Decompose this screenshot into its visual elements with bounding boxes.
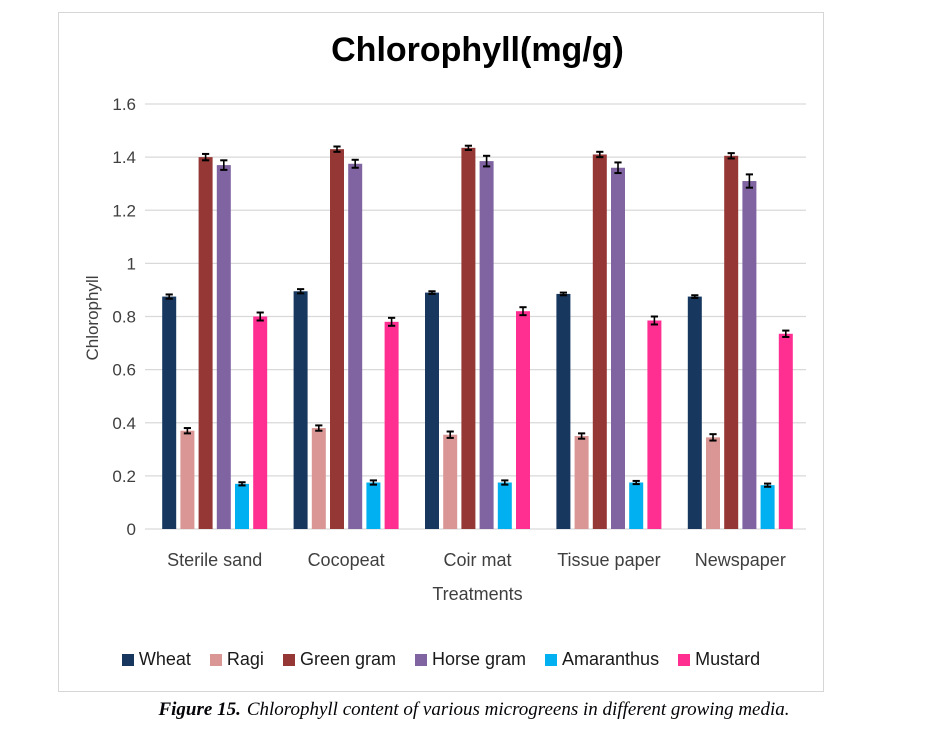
bar-wheat-coir-mat <box>425 292 439 529</box>
x-axis-title: Treatments <box>432 584 523 604</box>
bar-mustard-cocopeat <box>384 321 399 529</box>
bar-horse-gram-sterile-sand <box>216 165 231 529</box>
y-tick-label: 0.8 <box>112 308 136 327</box>
bar-amaranthus-cocopeat <box>366 482 381 529</box>
bar-wheat-cocopeat <box>293 291 308 529</box>
bar-ragi-sterile-sand <box>180 430 195 529</box>
y-tick-label: 1.2 <box>112 201 136 220</box>
y-tick-label: 0.6 <box>112 361 136 380</box>
x-category-label: Coir mat <box>443 550 511 570</box>
bar-green-gram-tissue-paper <box>592 154 607 529</box>
legend-swatch <box>678 653 691 666</box>
legend-item-ragi: Ragi <box>209 649 264 670</box>
bar-amaranthus-sterile-sand <box>235 483 249 529</box>
legend-swatch <box>414 653 427 666</box>
legend-swatch <box>121 653 134 666</box>
bar-green-gram-newspaper <box>724 155 739 529</box>
bar-ragi-coir-mat <box>443 434 458 529</box>
bar-horse-gram-coir-mat <box>479 161 494 529</box>
legend-swatch <box>282 653 295 666</box>
bar-mustard-coir-mat <box>516 311 530 529</box>
x-category-label: Newspaper <box>695 550 786 570</box>
bar-horse-gram-tissue-paper <box>611 167 625 529</box>
legend-swatch <box>545 653 558 666</box>
legend-label: Amaranthus <box>562 649 660 669</box>
legend-label: Wheat <box>138 649 191 669</box>
bar-amaranthus-tissue-paper <box>629 482 644 529</box>
legend-swatch <box>209 653 222 666</box>
figure-caption-label: Figure 15. <box>158 699 241 720</box>
bar-mustard-sterile-sand <box>253 316 268 529</box>
chart-container: Chlorophyll(mg/g) Chlorophyll 0 0.2 0.4 0.6… <box>58 12 824 692</box>
bar-horse-gram-cocopeat <box>348 163 363 529</box>
bar-ragi-tissue-paper <box>574 436 589 529</box>
figure-caption: Figure 15. Chlorophyll content of various… <box>0 699 948 721</box>
bar-chart-plot: 0 0.2 0.4 0.6 0.8 1 1.2 1.4 1.6 Sterile sand Cocop… <box>112 95 806 570</box>
legend-label: Horse gram <box>431 649 527 669</box>
y-tick-label: 0.2 <box>112 467 136 486</box>
bar-amaranthus-newspaper <box>760 485 775 529</box>
legend-label: Green gram <box>299 649 396 669</box>
bar-green-gram-cocopeat <box>330 149 344 529</box>
legend-item-amaranthus: Amaranthus <box>545 649 659 670</box>
legend-item-mustard: Mustard <box>678 649 760 670</box>
chart-legend: Wheat Ragi Green gram Horse gram Amaranthus M… <box>59 649 823 670</box>
figure-caption-text: Chlorophyll content of various microgree… <box>246 699 790 720</box>
bar-horse-gram-newspaper <box>742 181 757 529</box>
y-tick-label: 1.4 <box>112 148 136 167</box>
legend-label: Mustard <box>695 649 761 669</box>
bar-wheat-newspaper <box>687 296 702 529</box>
bar-green-gram-coir-mat <box>461 147 476 529</box>
bar-wheat-tissue-paper <box>556 293 571 529</box>
bar-mustard-newspaper <box>778 333 793 529</box>
y-tick-label: 1 <box>127 254 136 273</box>
legend-item-wheat: Wheat <box>121 649 191 670</box>
x-category-label: Sterile sand <box>167 550 262 570</box>
legend-item-horse-gram: Horse gram <box>414 649 527 670</box>
y-tick-label: 0 <box>127 520 136 539</box>
bar-ragi-cocopeat <box>311 428 326 529</box>
bar-mustard-tissue-paper <box>647 320 662 529</box>
bar-wheat-sterile-sand <box>162 296 177 529</box>
y-tick-label: 0.4 <box>112 414 136 433</box>
legend-label: Ragi <box>226 649 264 669</box>
legend-item-green-gram: Green gram <box>282 649 396 670</box>
chart-title: Chlorophyll(mg/g) <box>331 31 624 69</box>
x-category-label: Tissue paper <box>557 550 660 570</box>
x-category-label: Cocopeat <box>308 550 385 570</box>
bar-ragi-newspaper <box>706 437 720 529</box>
bar-green-gram-sterile-sand <box>198 157 213 529</box>
y-tick-label: 1.6 <box>112 95 136 114</box>
bar-amaranthus-coir-mat <box>497 482 512 529</box>
